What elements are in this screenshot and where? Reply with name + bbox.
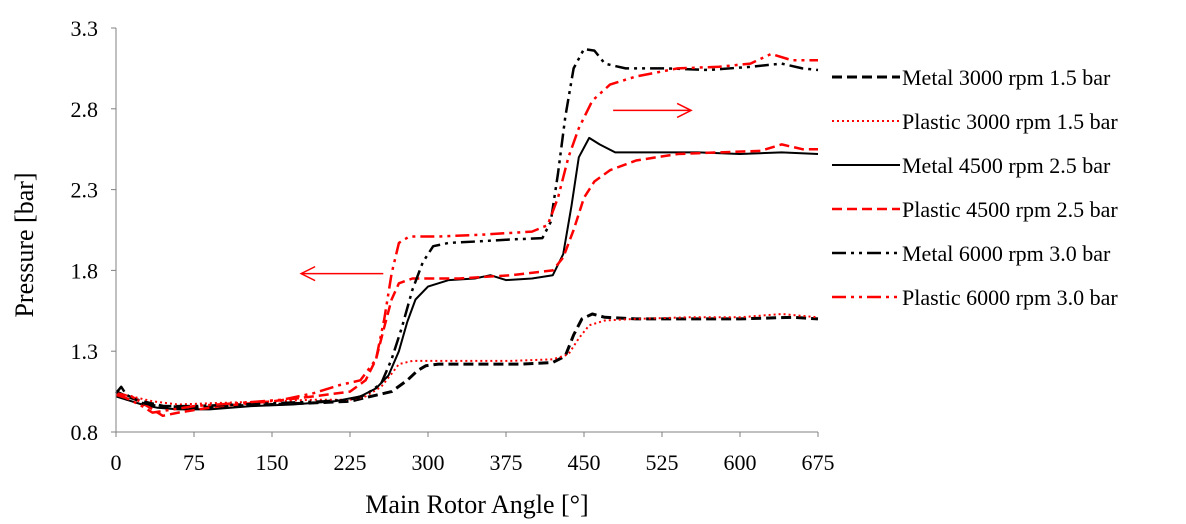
series-line-3 bbox=[115, 136, 819, 411]
y-tick-label: 0.8 bbox=[71, 420, 99, 445]
legend-item: Metal 4500 rpm 2.5 bar bbox=[832, 153, 1111, 178]
x-tick-label: 525 bbox=[646, 450, 679, 475]
legend-label: Plastic 6000 rpm 3.0 bar bbox=[902, 285, 1118, 310]
series-line-4 bbox=[115, 143, 818, 418]
legend-item: Metal 6000 rpm 3.0 bar bbox=[832, 241, 1111, 266]
y-tick-label: 3.3 bbox=[71, 16, 99, 41]
legend-label: Metal 6000 rpm 3.0 bar bbox=[902, 241, 1111, 266]
legend-label: Metal 4500 rpm 2.5 bar bbox=[902, 153, 1111, 178]
x-tick-label: 0 bbox=[111, 450, 122, 475]
legend-item: Plastic 6000 rpm 3.0 bar bbox=[832, 285, 1118, 310]
x-tick-label: 225 bbox=[334, 450, 367, 475]
x-tick-label: 375 bbox=[490, 450, 523, 475]
legend-label: Plastic 3000 rpm 1.5 bar bbox=[902, 109, 1118, 134]
y-tick-label: 2.8 bbox=[71, 97, 99, 122]
x-tick-label: 450 bbox=[568, 450, 601, 475]
series-line-1 bbox=[115, 312, 819, 410]
y-axis-title: Pressure [bar] bbox=[10, 172, 39, 317]
legend-item: Plastic 4500 rpm 2.5 bar bbox=[832, 197, 1118, 222]
x-tick-labels: 0 75 150 225 300 375 450 525 600 675 bbox=[111, 432, 835, 475]
y-tick-label: 1.8 bbox=[71, 258, 99, 283]
y-tick-label: 1.3 bbox=[71, 339, 99, 364]
x-tick-label: 75 bbox=[183, 450, 205, 475]
series-line-2 bbox=[115, 313, 819, 406]
x-tick-label: 600 bbox=[724, 450, 757, 475]
x-tick-label: 150 bbox=[256, 450, 289, 475]
x-axis-title: Main Rotor Angle [°] bbox=[365, 490, 588, 519]
series-line-6 bbox=[115, 52, 818, 414]
legend-item: Plastic 3000 rpm 1.5 bar bbox=[832, 109, 1118, 134]
series-layer bbox=[115, 47, 819, 418]
legend-item: Metal 3000 rpm 1.5 bar bbox=[832, 65, 1111, 90]
legend-label: Plastic 4500 rpm 2.5 bar bbox=[902, 197, 1118, 222]
legend: Metal 3000 rpm 1.5 bar Plastic 3000 rpm 1… bbox=[832, 65, 1118, 310]
annotation-arrow-right bbox=[613, 102, 693, 119]
y-tick-label: 2.3 bbox=[71, 178, 99, 203]
plot-area bbox=[116, 28, 818, 432]
y-tick-labels: 0.8 1.3 1.8 2.3 2.8 3.3 bbox=[71, 16, 116, 445]
x-tick-label: 300 bbox=[412, 450, 445, 475]
annotation-arrow-left bbox=[299, 265, 384, 282]
x-tick-label: 675 bbox=[802, 450, 835, 475]
annotation-layer bbox=[299, 102, 693, 282]
legend-label: Metal 3000 rpm 1.5 bar bbox=[902, 65, 1111, 90]
